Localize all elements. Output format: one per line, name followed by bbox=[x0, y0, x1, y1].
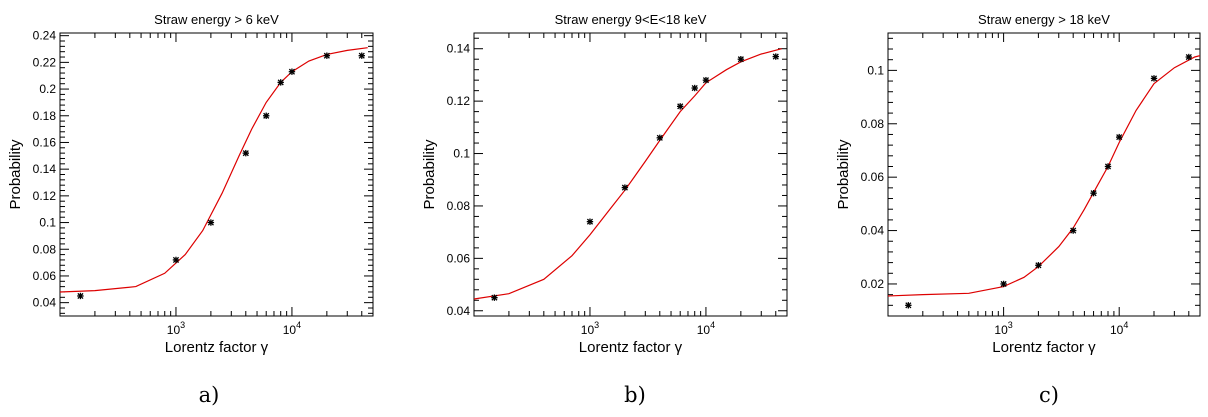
data-point bbox=[691, 84, 698, 92]
y-tick-label: 0.12 bbox=[447, 94, 471, 108]
data-point bbox=[656, 134, 663, 142]
data-point bbox=[1150, 75, 1158, 82]
data-point bbox=[288, 68, 296, 75]
y-tick-label: 0.1 bbox=[453, 147, 470, 161]
data-point bbox=[1035, 262, 1042, 269]
data-point bbox=[621, 184, 629, 191]
data-point bbox=[1000, 280, 1007, 288]
data-point bbox=[358, 52, 365, 59]
x-axis-label: Lorentz factor γ bbox=[579, 339, 683, 356]
y-tick-label: 0.16 bbox=[33, 135, 57, 149]
data-point bbox=[172, 256, 180, 264]
panel-1: Straw energy > 6 keV 0.04 0.06 0.08 0.1 0.12 0… bbox=[7, 12, 374, 407]
y-tick-label: 0.14 bbox=[33, 162, 57, 176]
panel-2: Straw energy 9<E<18 keV 0.04 0.06 0.08 0.1 0.… bbox=[421, 12, 788, 407]
x-tick-label: 103 bbox=[167, 320, 185, 337]
x-tick-label: 103 bbox=[994, 320, 1012, 337]
plot-frame bbox=[473, 32, 788, 317]
y-tick-label: 0.04 bbox=[861, 224, 885, 238]
y-tick-label: 0.08 bbox=[447, 199, 471, 213]
y-tick-label: 0.24 bbox=[33, 29, 57, 43]
data-point bbox=[323, 52, 331, 59]
panel-caption: c) bbox=[1039, 383, 1059, 407]
panel-caption: a) bbox=[199, 383, 220, 407]
chart-title: Straw energy 9<E<18 keV bbox=[555, 12, 707, 27]
x-tick-label: 104 bbox=[283, 320, 301, 337]
y-tick-label: 0.12 bbox=[33, 189, 57, 203]
y-axis-label: Probability bbox=[421, 139, 438, 210]
data-point bbox=[586, 218, 594, 225]
y-tick-label: 0.08 bbox=[861, 117, 885, 131]
data-point bbox=[491, 294, 498, 301]
fit-curve bbox=[888, 55, 1200, 297]
data-point bbox=[1104, 163, 1112, 170]
y-tick-label: 0.02 bbox=[861, 277, 885, 291]
data-point bbox=[737, 56, 745, 63]
data-point bbox=[207, 219, 215, 226]
x-tick-label: 103 bbox=[581, 320, 599, 337]
panel-caption: b) bbox=[624, 383, 646, 407]
y-tick-label: 0.08 bbox=[33, 242, 57, 256]
y-tick-label: 0.04 bbox=[33, 296, 57, 310]
y-tick-label: 0.22 bbox=[33, 55, 57, 69]
y-tick-label: 0.18 bbox=[33, 109, 57, 123]
plot-frame bbox=[887, 32, 1201, 317]
data-point bbox=[263, 112, 270, 119]
y-tick-label: 0.06 bbox=[861, 170, 885, 184]
data-point bbox=[905, 302, 912, 309]
y-tick-label: 0.04 bbox=[447, 304, 471, 318]
data-point bbox=[1090, 189, 1097, 197]
data-point bbox=[77, 292, 84, 300]
data-point bbox=[772, 53, 779, 60]
data-point bbox=[242, 149, 249, 157]
y-axis-label: Probability bbox=[835, 139, 852, 210]
chart-title: Straw energy > 6 keV bbox=[154, 12, 279, 27]
data-point bbox=[677, 103, 684, 110]
x-tick-label: 104 bbox=[697, 320, 715, 337]
y-tick-label: 0.1 bbox=[867, 63, 884, 77]
panel-3: Straw energy > 18 keV 0.02 0.04 0.06 0.08 0.1… bbox=[835, 12, 1201, 407]
data-point bbox=[277, 79, 284, 86]
y-tick-label: 0.06 bbox=[447, 251, 471, 265]
data-point bbox=[1069, 227, 1077, 234]
y-axis-label: Probability bbox=[7, 139, 24, 210]
y-tick-label: 0.1 bbox=[39, 216, 56, 230]
x-axis-label: Lorentz factor γ bbox=[165, 339, 269, 356]
y-tick-label: 0.2 bbox=[39, 82, 56, 96]
y-tick-label: 0.06 bbox=[33, 269, 57, 283]
data-point bbox=[702, 76, 710, 84]
data-point bbox=[1185, 53, 1192, 61]
fit-curve bbox=[474, 48, 782, 300]
x-tick-label: 104 bbox=[1110, 320, 1128, 337]
y-tick-label: 0.14 bbox=[447, 42, 471, 56]
data-point bbox=[1115, 133, 1123, 141]
plot-frame bbox=[59, 32, 374, 317]
chart-title: Straw energy > 18 keV bbox=[978, 12, 1110, 27]
fit-curve bbox=[60, 47, 368, 293]
x-axis-label: Lorentz factor γ bbox=[992, 339, 1096, 356]
